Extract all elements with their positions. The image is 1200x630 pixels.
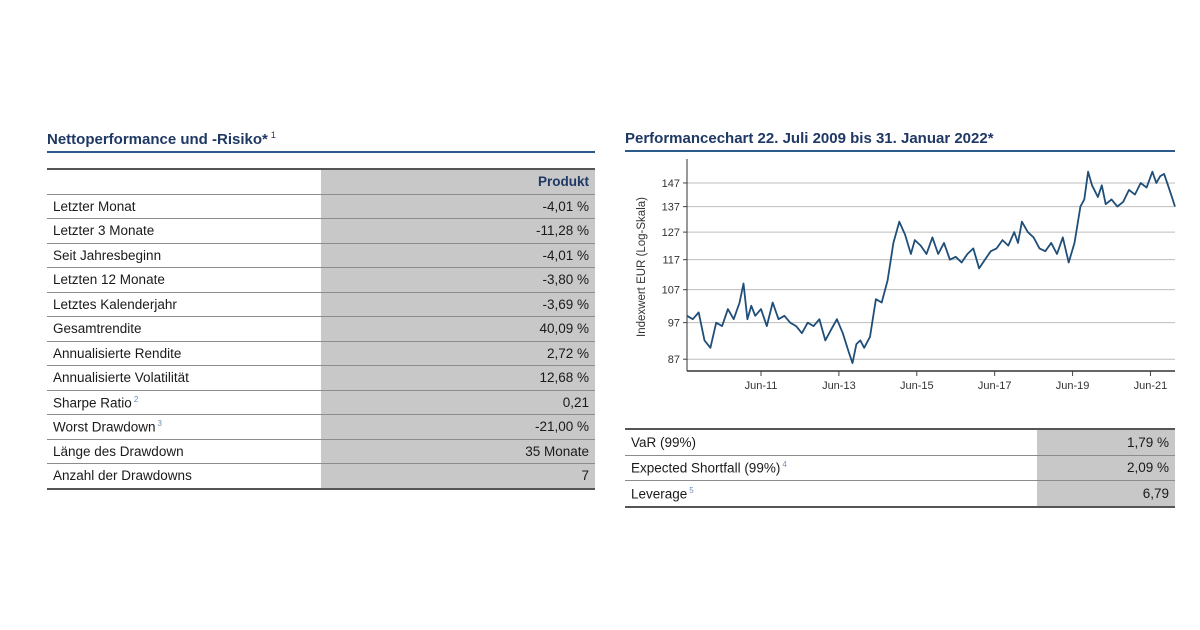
row-label: Anzahl der Drawdowns bbox=[53, 468, 192, 484]
row-label-cell: Länge des Drawdown bbox=[47, 439, 321, 464]
risk-label: Leverage bbox=[631, 486, 688, 501]
row-value: 40,09 % bbox=[321, 316, 595, 342]
x-tick-label: Jun-21 bbox=[1134, 380, 1168, 392]
risk-row: Leverage 5 6,79 bbox=[625, 480, 1175, 508]
section-title-text: Nettoperformance und -Risiko* bbox=[47, 131, 268, 148]
section-title-performance-chart: Performancechart 22. Juli 2009 bis 31. J… bbox=[625, 130, 1175, 152]
row-label-cell: Worst Drawdown 3 bbox=[47, 414, 321, 440]
row-value: 12,68 % bbox=[321, 365, 595, 391]
x-tick-label: Jun-19 bbox=[1056, 380, 1090, 392]
row-value: -4,01 % bbox=[321, 243, 595, 268]
row-value: 2,72 % bbox=[321, 341, 595, 366]
row-value: 35 Monate bbox=[321, 439, 595, 464]
x-tick-label: Jun-15 bbox=[900, 380, 934, 392]
row-label-cell: Letzter Monat bbox=[47, 194, 321, 219]
risk-label: VaR (99%) bbox=[631, 434, 697, 450]
table-header-row: Produkt bbox=[47, 168, 595, 195]
row-label-cell: Gesamtrendite bbox=[47, 316, 321, 342]
row-value: 0,21 bbox=[321, 390, 595, 415]
risk-value: 6,79 bbox=[1037, 480, 1175, 508]
column-header-product: Produkt bbox=[321, 168, 595, 195]
table-row: Seit Jahresbeginn -4,01 % bbox=[47, 243, 595, 268]
row-label: Gesamtrendite bbox=[53, 321, 142, 337]
row-value: -11,28 % bbox=[321, 218, 595, 244]
row-value: -4,01 % bbox=[321, 194, 595, 219]
row-label-cell: Annualisierte Volatilität bbox=[47, 365, 321, 391]
x-tick-label: Jun-11 bbox=[745, 380, 778, 392]
row-label-cell: Letzter 3 Monate bbox=[47, 218, 321, 244]
row-label: Letzten 12 Monate bbox=[53, 272, 165, 288]
row-value: 7 bbox=[321, 463, 595, 490]
footnote-marker: 2 bbox=[133, 394, 139, 404]
y-tick-label: 97 bbox=[668, 318, 680, 330]
row-value: -21,00 % bbox=[321, 414, 595, 440]
table-row: Letzten 12 Monate -3,80 % bbox=[47, 267, 595, 293]
header-empty-cell bbox=[47, 168, 321, 195]
risk-table: VaR (99%) 1,79 % Expected Shortfall (99%) 4… bbox=[625, 428, 1175, 508]
table-row: Letzter 3 Monate -11,28 % bbox=[47, 218, 595, 244]
y-tick-label: 127 bbox=[662, 227, 680, 239]
section-title-text: Performancechart 22. Juli 2009 bis 31. J… bbox=[625, 130, 994, 147]
y-tick-label: 107 bbox=[662, 285, 680, 297]
table-row: Annualisierte Rendite 2,72 % bbox=[47, 341, 595, 366]
row-label: Letzter Monat bbox=[53, 198, 136, 214]
risk-value: 1,79 % bbox=[1037, 428, 1175, 456]
table-row: Worst Drawdown 3 -21,00 % bbox=[47, 414, 595, 440]
row-label: Annualisierte Volatilität bbox=[53, 370, 189, 386]
performance-table: Produkt Letzter Monat -4,01 % Letzter 3 Mon… bbox=[47, 168, 595, 490]
table-row: Länge des Drawdown 35 Monate bbox=[47, 439, 595, 464]
y-tick-label: 137 bbox=[662, 202, 680, 214]
risk-label-cell: Expected Shortfall (99%) 4 bbox=[625, 455, 1037, 481]
x-tick-label: Jun-13 bbox=[822, 380, 856, 392]
x-tick-label: Jun-17 bbox=[978, 380, 1012, 392]
row-value: -3,69 % bbox=[321, 292, 595, 317]
table-row: Anzahl der Drawdowns 7 bbox=[47, 463, 595, 490]
risk-label-cell: VaR (99%) bbox=[625, 428, 1037, 456]
row-label: Seit Jahresbeginn bbox=[53, 247, 162, 263]
y-axis-label: Indexwert EUR (Log-Skala) bbox=[636, 197, 648, 337]
footnote-marker: 1 bbox=[270, 130, 276, 140]
table-row: Sharpe Ratio 2 0,21 bbox=[47, 390, 595, 415]
row-label: Länge des Drawdown bbox=[53, 443, 184, 459]
row-label-cell: Anzahl der Drawdowns bbox=[47, 463, 321, 490]
risk-value: 2,09 % bbox=[1037, 455, 1175, 481]
row-label-cell: Letztes Kalenderjahr bbox=[47, 292, 321, 317]
y-tick-label: 147 bbox=[662, 178, 680, 190]
row-label: Letztes Kalenderjahr bbox=[53, 296, 177, 312]
table-row: Gesamtrendite 40,09 % bbox=[47, 316, 595, 342]
footnote-marker: 5 bbox=[689, 485, 694, 495]
row-label-cell: Letzten 12 Monate bbox=[47, 267, 321, 293]
series-line bbox=[686, 170, 1176, 365]
row-label: Sharpe Ratio bbox=[53, 395, 132, 410]
risk-row: Expected Shortfall (99%) 4 2,09 % bbox=[625, 455, 1175, 481]
footnote-marker: 4 bbox=[782, 460, 787, 469]
section-title-net-performance: Nettoperformance und -Risiko* 1 bbox=[47, 130, 595, 153]
table-row: Letzter Monat -4,01 % bbox=[47, 194, 595, 219]
table-row: Letztes Kalenderjahr -3,69 % bbox=[47, 292, 595, 317]
table-row: Annualisierte Volatilität 12,68 % bbox=[47, 365, 595, 391]
risk-row: VaR (99%) 1,79 % bbox=[625, 428, 1175, 456]
row-label-cell: Seit Jahresbeginn bbox=[47, 243, 321, 268]
row-label: Worst Drawdown bbox=[53, 419, 156, 435]
risk-label-cell: Leverage 5 bbox=[625, 480, 1037, 508]
risk-label: Expected Shortfall (99%) bbox=[631, 460, 781, 476]
performance-chart: 87 97 107 117 127 137 147 Jun-11 Jun-13 Jun-15 Jun… bbox=[636, 159, 1176, 392]
y-tick-label: 117 bbox=[662, 255, 680, 267]
footnote-marker: 3 bbox=[157, 419, 162, 428]
row-label-cell: Sharpe Ratio 2 bbox=[47, 390, 321, 415]
row-label: Letzter 3 Monate bbox=[53, 223, 155, 239]
y-tick-label: 87 bbox=[668, 354, 680, 366]
row-label: Annualisierte Rendite bbox=[53, 345, 182, 361]
row-label-cell: Annualisierte Rendite bbox=[47, 341, 321, 366]
row-value: -3,80 % bbox=[321, 267, 595, 293]
